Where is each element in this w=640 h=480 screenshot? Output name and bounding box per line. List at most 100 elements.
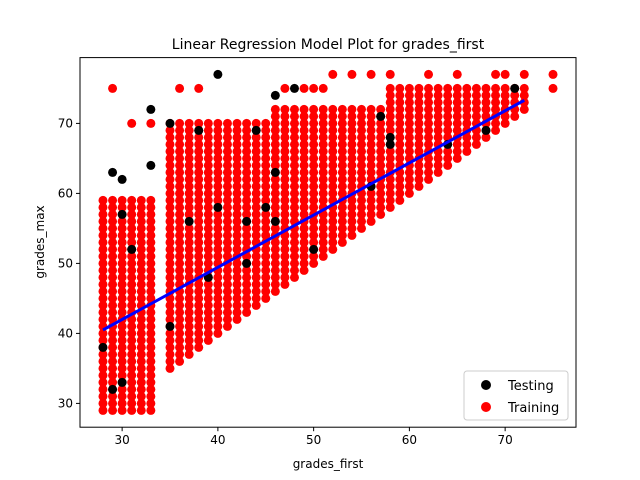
training-point (366, 132, 376, 142)
training-point (242, 293, 252, 303)
training-point (136, 195, 146, 205)
training-point (328, 139, 338, 149)
training-point (347, 223, 357, 233)
training-point (270, 160, 280, 170)
training-point (318, 223, 328, 233)
training-point (222, 216, 232, 226)
training-point (318, 160, 328, 170)
training-point (242, 139, 252, 149)
training-point (366, 111, 376, 121)
training-point (194, 223, 204, 233)
training-point (510, 111, 520, 121)
training-point (165, 209, 175, 219)
training-point (433, 118, 443, 128)
training-point (165, 153, 175, 163)
training-point (452, 111, 462, 121)
training-point (184, 132, 194, 142)
training-point (251, 181, 261, 191)
testing-point (146, 104, 156, 114)
training-point (98, 391, 108, 401)
training-point (184, 265, 194, 275)
training-point (117, 265, 127, 275)
training-point (347, 216, 357, 226)
training-point (261, 153, 271, 163)
training-point (414, 118, 424, 128)
training-point (203, 202, 213, 212)
training-point (289, 258, 299, 268)
training-point (232, 286, 242, 296)
training-point (404, 125, 414, 135)
training-point (376, 132, 386, 142)
training-point (232, 202, 242, 212)
training-point (108, 209, 118, 219)
training-point (289, 181, 299, 191)
training-point (127, 384, 137, 394)
training-point (146, 293, 156, 303)
training-point (270, 279, 280, 289)
training-point (337, 146, 347, 156)
training-point (136, 321, 146, 331)
training-point (280, 167, 290, 177)
training-point (289, 230, 299, 240)
training-point (443, 125, 453, 135)
testing-point (165, 118, 175, 128)
training-point (108, 398, 118, 408)
training-point (443, 90, 453, 100)
training-point (194, 300, 204, 310)
training-point (222, 202, 232, 212)
training-point (222, 167, 232, 177)
training-point (136, 265, 146, 275)
training-point (385, 181, 395, 191)
training-point (165, 342, 175, 352)
training-point (222, 146, 232, 156)
training-point (146, 342, 156, 352)
training-point (108, 258, 118, 268)
training-point (242, 209, 252, 219)
training-point (136, 384, 146, 394)
training-point (108, 314, 118, 324)
training-point (289, 111, 299, 121)
training-point (242, 132, 252, 142)
training-point (165, 139, 175, 149)
training-point (117, 321, 127, 331)
training-point (261, 216, 271, 226)
training-point (433, 167, 443, 177)
training-point (165, 251, 175, 261)
training-point (318, 237, 328, 247)
training-point (462, 111, 472, 121)
training-point (108, 202, 118, 212)
training-point (184, 188, 194, 198)
training-point (548, 69, 558, 79)
training-point (222, 272, 232, 282)
training-point (175, 349, 185, 359)
training-point (270, 195, 280, 205)
training-point (385, 174, 395, 184)
training-point (424, 118, 434, 128)
training-point (289, 139, 299, 149)
training-point (328, 167, 338, 177)
training-point (309, 202, 319, 212)
training-point (443, 160, 453, 170)
training-point (117, 307, 127, 317)
training-point (337, 153, 347, 163)
training-point (194, 335, 204, 345)
training-point (443, 118, 453, 128)
training-point (357, 153, 367, 163)
training-point (280, 153, 290, 163)
training-point (117, 391, 127, 401)
training-point (117, 223, 127, 233)
training-point (184, 139, 194, 149)
training-point (414, 83, 424, 93)
training-point (328, 153, 338, 163)
training-point (98, 405, 108, 415)
training-point (366, 146, 376, 156)
training-point (309, 237, 319, 247)
training-point (251, 286, 261, 296)
training-point (232, 153, 242, 163)
training-point (328, 181, 338, 191)
training-point (136, 314, 146, 324)
training-point (289, 265, 299, 275)
training-point (414, 146, 424, 156)
training-point (385, 83, 395, 93)
training-point (136, 356, 146, 366)
